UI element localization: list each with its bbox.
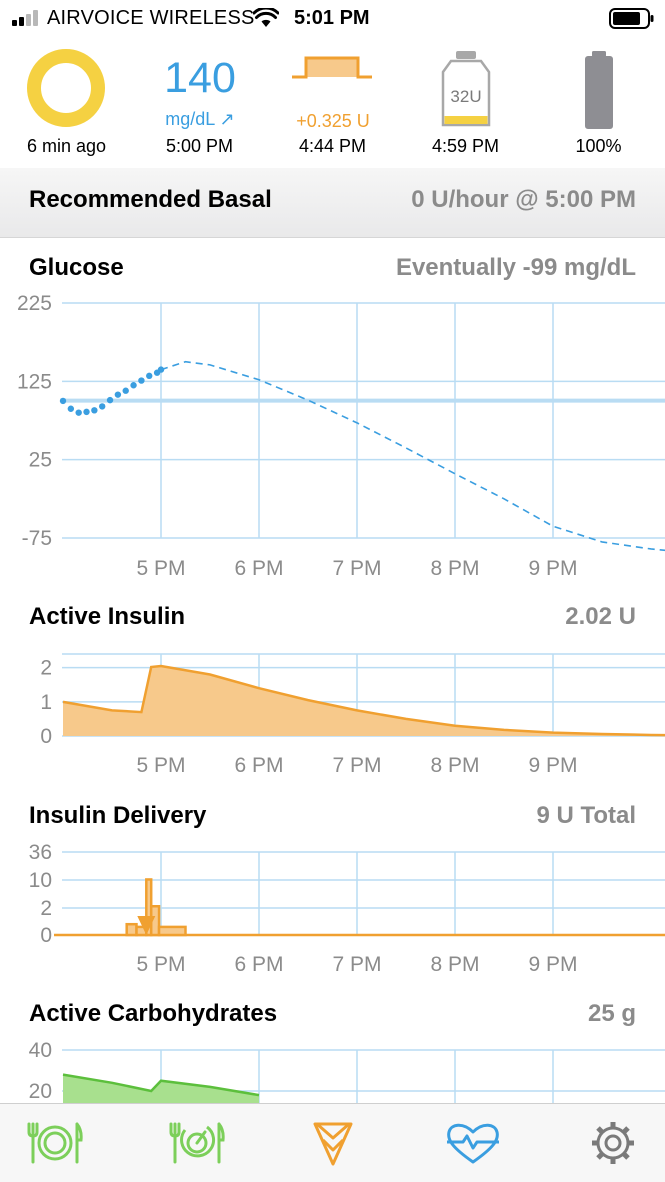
glucose-data-point	[59, 397, 67, 405]
y-tick-label: 25	[29, 449, 52, 472]
y-tick-label: 225	[17, 292, 52, 315]
recommended-basal-value: 0 U/hour @ 5:00 PM	[411, 186, 636, 213]
pump-battery-level: 100%	[575, 136, 622, 156]
glucose-data-point	[106, 396, 114, 404]
x-tick-label: 5 PM	[136, 953, 185, 976]
tab-bar	[0, 1103, 665, 1182]
x-tick-label: 8 PM	[430, 557, 479, 580]
glucose-data-point	[75, 409, 82, 416]
active-carbs-value: 25 g	[587, 1000, 636, 1027]
active-insulin-line	[62, 664, 665, 737]
loop-ring-icon	[27, 49, 105, 127]
glucose-status[interactable]: 140 mg/dL ↗ 5:00 PM	[133, 38, 266, 168]
y-tick-label: 36	[29, 841, 52, 864]
bolus-icon[interactable]	[303, 1118, 363, 1168]
status-time: 5:01 PM	[294, 7, 370, 29]
x-tick-label: 8 PM	[430, 953, 479, 976]
x-tick-label: 8 PM	[430, 754, 479, 777]
loop-last-run: 6 min ago	[26, 136, 107, 156]
insulin-delivery-title: Insulin Delivery	[29, 802, 207, 829]
basal-status[interactable]: +0.325 U 4:44 PM	[266, 38, 399, 168]
x-tick-label: 5 PM	[136, 754, 185, 777]
glucose-data-point	[157, 366, 165, 373]
glucose-value: 140	[164, 54, 236, 102]
glucose-eventual-value: Eventually -99 mg/dL	[395, 254, 636, 281]
y-tick-label: 40	[29, 1039, 52, 1062]
workout-icon[interactable]	[443, 1118, 503, 1168]
phone-battery-icon	[609, 8, 654, 29]
status-bar: AIRVOICE WIRELESS 5:01 PM	[0, 0, 665, 38]
active-carbs-title: Active Carbohydrates	[29, 1000, 278, 1027]
glucose-data-point	[91, 407, 98, 414]
y-tick-label: 125	[17, 370, 52, 393]
glucose-data-point	[67, 405, 75, 412]
glucose-unit-trend: mg/dL ↗	[165, 109, 235, 129]
glucose-data-point	[122, 387, 129, 394]
pump-battery-icon	[585, 51, 613, 129]
insulin-delivery-chart[interactable]: 36 10 2 0 5 PM 6 PM 7 PM 8 PM 9 PM	[0, 838, 665, 993]
glucose-time: 5:00 PM	[165, 136, 234, 156]
active-carbs-chart[interactable]: 40 20	[0, 1035, 665, 1105]
x-tick-label: 6 PM	[234, 953, 283, 976]
y-tick-label: 20	[29, 1080, 52, 1103]
x-tick-label: 6 PM	[234, 557, 283, 580]
y-tick-label: 10	[29, 869, 52, 892]
y-tick-label: 2	[40, 897, 52, 920]
y-tick-label: 1	[40, 691, 52, 714]
loop-status[interactable]: 6 min ago	[0, 38, 133, 168]
glucose-prediction-line	[160, 360, 665, 552]
reservoir-units: 32U	[450, 87, 482, 106]
signal-strength-icon	[12, 10, 38, 26]
y-tick-label: 0	[40, 924, 52, 947]
pump-battery-status[interactable]: 100%	[532, 38, 665, 168]
basal-time: 4:44 PM	[298, 136, 367, 156]
glucose-data-point	[138, 377, 145, 384]
insulin-delivery-value: 9 U Total	[536, 802, 636, 829]
temp-basal-icon	[292, 56, 372, 79]
glucose-chart[interactable]: 225 125 25 -75 5 PM 6 PM 7 PM 8 PM 9 PM	[0, 285, 665, 595]
y-tick-label: 0	[40, 725, 52, 748]
recommended-basal-label: Recommended Basal	[29, 186, 272, 213]
active-insulin-chart[interactable]: 2 1 0 5 PM 6 PM 7 PM 8 PM 9 PM	[0, 640, 665, 795]
insulin-delivery-bar	[157, 925, 187, 937]
x-tick-label: 7 PM	[332, 754, 381, 777]
add-carbs-icon[interactable]	[25, 1118, 85, 1168]
target-range-band	[62, 398, 665, 403]
recommended-basal-row[interactable]: Recommended Basal 0 U/hour @ 5:00 PM	[0, 168, 665, 238]
glucose-data-point	[130, 382, 137, 389]
x-tick-label: 6 PM	[234, 754, 283, 777]
active-carbs-line	[62, 1073, 260, 1097]
reservoir-time: 4:59 PM	[431, 136, 500, 156]
glucose-data-point	[114, 391, 122, 398]
settings-icon[interactable]	[583, 1118, 643, 1168]
active-insulin-value: 2.02 U	[565, 603, 636, 630]
glucose-chart-title: Glucose	[29, 254, 124, 281]
y-tick-label: 2	[40, 657, 52, 680]
pre-meal-icon[interactable]	[167, 1118, 227, 1168]
glucose-data-point	[83, 408, 90, 416]
y-tick-label: -75	[22, 527, 52, 550]
reservoir-icon	[441, 51, 491, 127]
status-hud: 6 min ago 140 mg/dL ↗ 5:00 PM +0.325 U 4…	[0, 38, 665, 168]
reservoir-status[interactable]: 32U 4:59 PM	[399, 38, 532, 168]
insulin-delivery-bar	[125, 922, 138, 937]
wifi-icon	[253, 8, 279, 27]
x-tick-label: 9 PM	[528, 557, 577, 580]
x-tick-label: 9 PM	[528, 953, 577, 976]
active-carbs-area	[63, 1074, 259, 1105]
bolus-marker-icon	[137, 916, 156, 935]
glucose-data-point	[99, 403, 106, 410]
carrier-name: AIRVOICE WIRELESS	[47, 7, 255, 29]
basal-delivered-amount: +0.325 U	[296, 111, 370, 131]
active-insulin-title: Active Insulin	[29, 603, 186, 630]
x-tick-label: 5 PM	[136, 557, 185, 580]
glucose-data-point	[146, 372, 153, 380]
x-tick-label: 9 PM	[528, 754, 577, 777]
active-insulin-area	[63, 665, 665, 736]
x-tick-label: 7 PM	[332, 953, 381, 976]
x-tick-label: 7 PM	[332, 557, 381, 580]
